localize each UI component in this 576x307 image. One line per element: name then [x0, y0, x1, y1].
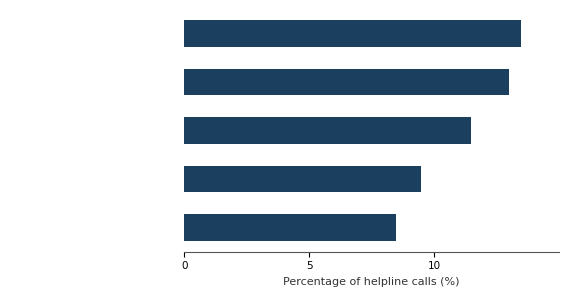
Bar: [184, 166, 422, 192]
X-axis label: Percentage of helpline calls (%): Percentage of helpline calls (%): [283, 277, 460, 287]
Bar: [184, 214, 396, 241]
Bar: [184, 117, 471, 144]
Bar: [184, 69, 509, 95]
Bar: [184, 20, 521, 47]
